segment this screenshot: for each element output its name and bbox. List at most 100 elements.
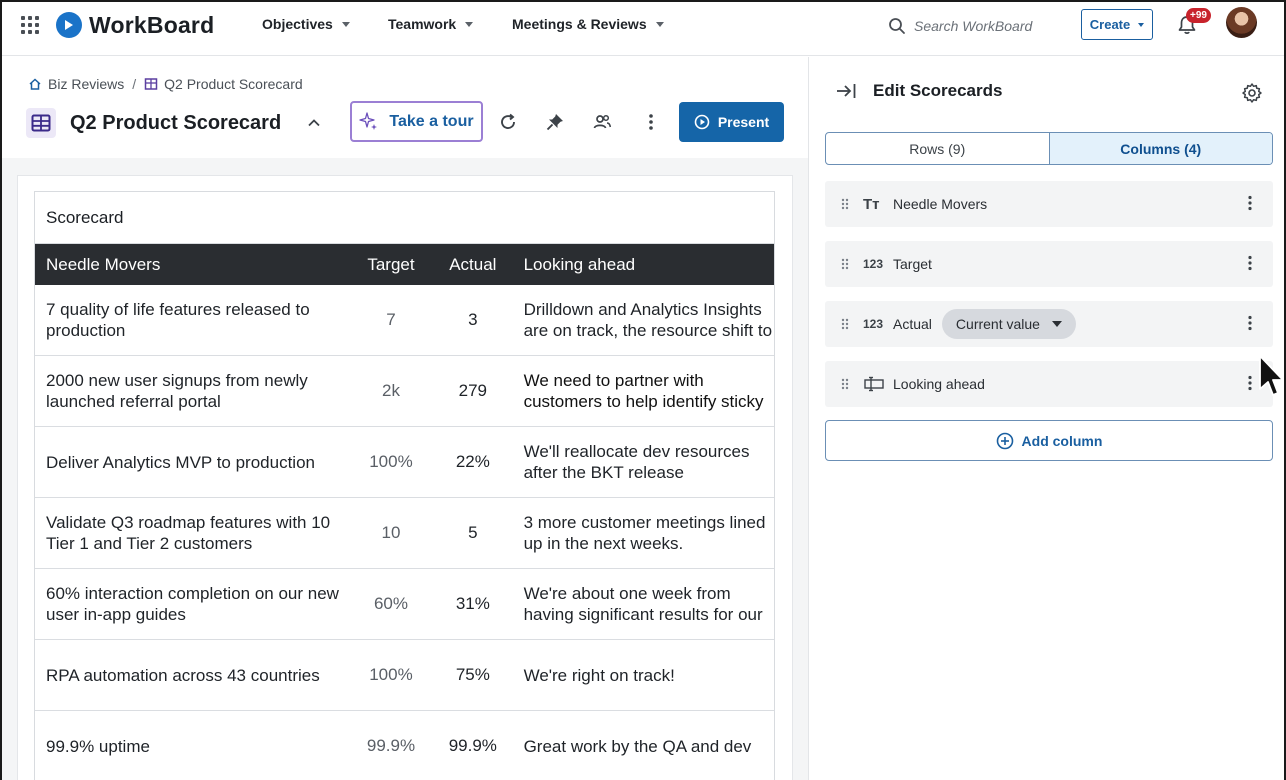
notification-badge: +99 (1186, 8, 1211, 23)
play-icon (694, 114, 710, 130)
cell-needle-mover: Validate Q3 roadmap features with 10 Tie… (46, 513, 331, 553)
table-row[interactable]: 7 quality of life features released to p… (35, 285, 774, 356)
cell-actual: 75% (455, 665, 490, 684)
table-row[interactable]: 60% interaction completion on our new us… (35, 569, 774, 640)
drag-handle-icon[interactable] (841, 198, 849, 210)
cell-needle-mover: RPA automation across 43 countries (46, 665, 320, 685)
cell-target: 10 (381, 523, 401, 542)
chevron-down-icon (1051, 321, 1062, 327)
drag-handle-icon[interactable] (841, 318, 849, 330)
home-icon (29, 78, 41, 90)
rows-columns-toggle: Rows (9) Columns (4) (825, 132, 1273, 165)
more-options-icon[interactable] (1247, 375, 1253, 391)
column-header-actual: Actual (449, 254, 497, 274)
brand-logo[interactable]: WorkBoard (56, 10, 214, 40)
mouse-cursor-icon (1259, 355, 1284, 396)
drag-handle-icon[interactable] (841, 378, 849, 390)
breadcrumb: Biz Reviews / Q2 Product Scorecard (28, 76, 303, 92)
more-options-icon[interactable] (1247, 195, 1253, 211)
column-header-target: Target (367, 254, 415, 274)
value-mode-dropdown[interactable]: Current value (941, 309, 1076, 339)
column-item-actual[interactable]: 123 Actual Current value (825, 301, 1273, 347)
nav-objectives[interactable]: Objectives (262, 16, 350, 32)
breadcrumb-current[interactable]: Q2 Product Scorecard (144, 76, 303, 92)
table-row[interactable]: RPA automation across 43 countries 100% … (35, 640, 774, 711)
value-mode-label: Current value (955, 316, 1040, 332)
add-column-button[interactable]: Add column (825, 420, 1273, 461)
table-header: Needle Movers Target Actual Looking ahea… (35, 244, 774, 285)
cell-needle-mover: 60% interaction completion on our new us… (46, 584, 339, 624)
cell-target: 2k (381, 381, 400, 400)
cell-needle-mover: 99.9% uptime (46, 736, 150, 756)
scorecard-table: Scorecard Needle Movers Target Actual Lo… (34, 191, 775, 780)
take-a-tour-button[interactable]: Take a tour (350, 101, 483, 142)
panel-header: Edit Scorecards (835, 81, 1002, 101)
table-row[interactable]: Validate Q3 roadmap features with 10 Tie… (35, 498, 774, 569)
chevron-up-icon[interactable] (307, 118, 321, 128)
app-launcher-icon[interactable] (20, 15, 40, 35)
table-row[interactable]: 99.9% uptime 99.9% 99.9% Great work by t… (35, 711, 774, 780)
breadcrumb-label: Q2 Product Scorecard (164, 76, 303, 92)
take-a-tour-label: Take a tour (389, 112, 474, 130)
create-label: Create (1089, 17, 1131, 32)
brand-name: WorkBoard (89, 11, 215, 38)
gear-icon[interactable] (1241, 82, 1263, 104)
pin-icon[interactable] (545, 112, 565, 132)
nav-meetings-label: Meetings & Reviews (512, 16, 647, 32)
add-circle-icon (996, 432, 1013, 449)
table-row[interactable]: 2000 new user signups from newly launche… (35, 356, 774, 427)
long-text-type-icon (863, 376, 885, 392)
people-icon[interactable] (592, 112, 612, 132)
cell-looking-ahead: 3 more customer meetings lined up in the… (523, 513, 766, 553)
present-label: Present (717, 114, 770, 130)
more-options-icon[interactable] (641, 112, 661, 132)
nav-teamwork[interactable]: Teamwork (388, 16, 474, 32)
breadcrumb-separator: / (132, 76, 137, 92)
drag-handle-icon[interactable] (841, 258, 849, 270)
number-type-icon: 123 (863, 317, 884, 331)
more-options-icon[interactable] (1247, 315, 1253, 331)
cell-needle-mover: 2000 new user signups from newly launche… (46, 371, 308, 411)
tab-rows[interactable]: Rows (9) (909, 140, 966, 157)
cell-looking-ahead: We're right on track! (523, 665, 675, 685)
cell-actual: 279 (458, 381, 488, 400)
collapse-panel-icon[interactable] (835, 81, 857, 101)
scorecard-icon (26, 108, 56, 138)
panel-title: Edit Scorecards (873, 81, 1003, 100)
column-header-needle-movers: Needle Movers (46, 255, 161, 274)
column-item-looking-ahead[interactable]: Looking ahead (825, 361, 1273, 407)
cell-looking-ahead: Great work by the QA and dev (523, 736, 752, 756)
add-column-label: Add column (1021, 432, 1103, 449)
page-title: Q2 Product Scorecard (70, 111, 282, 134)
present-button[interactable]: Present (679, 102, 784, 142)
cell-target: 100% (369, 665, 413, 684)
cell-actual: 22% (455, 452, 490, 471)
chevron-down-icon (341, 21, 350, 27)
nav-meetings-reviews[interactable]: Meetings & Reviews (512, 16, 664, 32)
more-options-icon[interactable] (1247, 255, 1253, 271)
column-name: Needle Movers (893, 196, 988, 212)
table-icon (144, 78, 158, 90)
top-navigation: WorkBoard Objectives Teamwork Meetings &… (2, 2, 1284, 56)
sparkle-icon (359, 111, 378, 130)
column-item-target[interactable]: 123 Target (825, 241, 1273, 287)
cell-looking-ahead: We're about one week from having signifi… (523, 584, 763, 624)
chevron-down-icon (465, 21, 474, 27)
search-placeholder: Search WorkBoard (914, 18, 1033, 34)
breadcrumb-biz-reviews[interactable]: Biz Reviews (28, 76, 124, 92)
column-item-needle-movers[interactable]: Tт Needle Movers (825, 181, 1273, 227)
cell-target: 99.9% (366, 736, 416, 755)
avatar[interactable] (1226, 7, 1257, 38)
cell-actual: 31% (455, 594, 490, 613)
table-row[interactable]: Deliver Analytics MVP to production 100%… (35, 427, 774, 498)
cell-looking-ahead: We need to partner with customers to hel… (523, 371, 764, 411)
search-input[interactable]: Search WorkBoard (888, 14, 1068, 38)
cell-needle-mover: Deliver Analytics MVP to production (46, 452, 315, 472)
chevron-down-icon (655, 21, 664, 27)
cell-actual: 3 (468, 310, 478, 329)
workboard-logo-icon (56, 12, 82, 38)
create-button[interactable]: Create (1081, 9, 1153, 40)
tab-columns[interactable]: Columns (4) (1048, 133, 1272, 164)
refresh-icon[interactable] (498, 112, 518, 132)
text-type-icon: Tт (863, 195, 880, 213)
